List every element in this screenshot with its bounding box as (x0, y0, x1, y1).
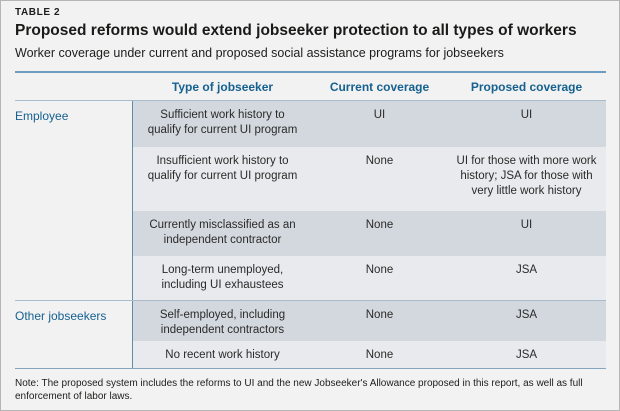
table-row: Currently misclassified as an independen… (15, 211, 606, 256)
group-label-spacer (15, 211, 132, 256)
cell-proposed-coverage: JSA (447, 301, 606, 341)
column-header-proposed: Proposed coverage (470, 79, 583, 94)
cell-type: No recent work history (132, 341, 312, 368)
data-table: Type of jobseeker Current coverage Propo… (15, 71, 606, 369)
group-label-spacer (15, 147, 132, 211)
table-row: Insufficient work history to qualify for… (15, 147, 606, 211)
table-row: No recent work history None JSA (15, 341, 606, 368)
group-label-spacer (15, 256, 132, 300)
cell-current-coverage: None (312, 341, 447, 368)
cell-type: Self-employed, including independent con… (132, 301, 312, 341)
cell-current-coverage: None (312, 147, 447, 211)
table-note: Note: The proposed system includes the r… (15, 378, 583, 402)
table-top-rule (15, 71, 606, 73)
cell-current-coverage: UI (312, 101, 447, 147)
group-label-employee: Employee (15, 109, 69, 123)
table-row: Employee Sufficient work history to qual… (15, 101, 606, 147)
figure-content: TABLE 2 Proposed reforms would extend jo… (1, 1, 619, 403)
cell-type: Long-term unemployed, including UI exhau… (132, 256, 312, 300)
cell-current-coverage: None (312, 256, 447, 300)
table-header-row: Type of jobseeker Current coverage Propo… (15, 73, 606, 100)
group-separator-rule (15, 300, 606, 301)
cell-type: Sufficient work history to qualify for c… (132, 101, 312, 147)
cell-proposed-coverage: UI (447, 211, 606, 256)
cell-proposed-coverage: JSA (447, 341, 606, 368)
table-row: Long-term unemployed, including UI exhau… (15, 256, 606, 300)
figure-subtitle: Worker coverage under current and propos… (15, 46, 504, 60)
figure-label: TABLE 2 (15, 7, 61, 18)
cell-current-coverage: None (312, 211, 447, 256)
cell-type: Currently misclassified as an independen… (132, 211, 312, 256)
cell-proposed-coverage: JSA (447, 256, 606, 300)
cell-proposed-coverage: UI (447, 101, 606, 147)
cell-type: Insufficient work history to qualify for… (132, 147, 312, 211)
header-underline (15, 100, 606, 101)
column-header-type: Type of jobseeker (171, 79, 274, 94)
column-header-current: Current coverage (329, 79, 430, 94)
group-label-other-jobseekers: Other jobseekers (15, 309, 107, 323)
table-bottom-rule (15, 368, 606, 369)
figure-title: Proposed reforms would extend jobseeker … (15, 22, 577, 39)
cell-proposed-coverage: UI for those with more work history; JSA… (447, 147, 606, 211)
group-label-spacer (15, 341, 132, 368)
table-row: Other jobseekers Self-employed, includin… (15, 301, 606, 341)
cell-current-coverage: None (312, 301, 447, 341)
